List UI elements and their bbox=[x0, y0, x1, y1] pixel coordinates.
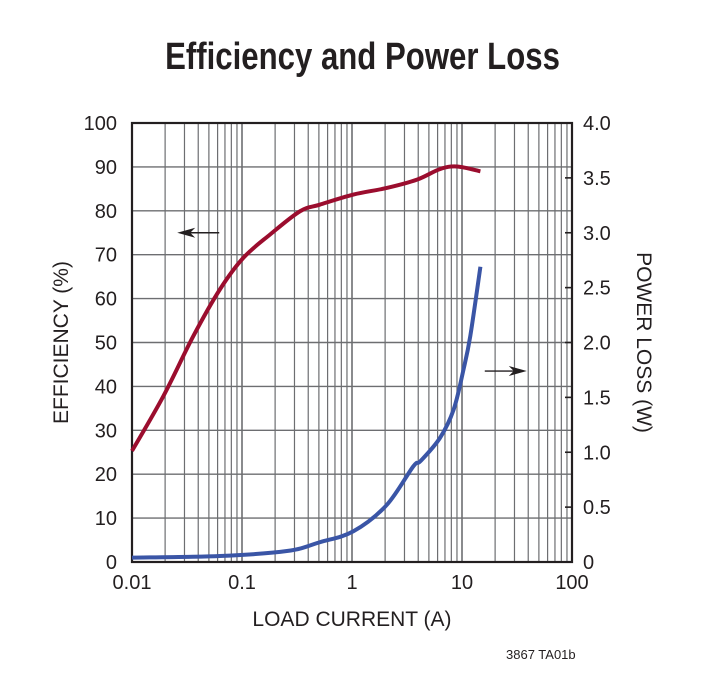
y-tick-label: 40 bbox=[95, 376, 117, 398]
y2-tick-label: 2.0 bbox=[583, 333, 611, 355]
figure-id: 3867 TA01b bbox=[506, 647, 576, 662]
arrowhead-icon bbox=[508, 366, 527, 377]
y-tick-label: 90 bbox=[95, 157, 117, 179]
power-loss-curve bbox=[131, 266, 483, 560]
chart-title: Efficiency and Power Loss bbox=[165, 36, 560, 78]
y2-tick-label: 1.0 bbox=[583, 442, 611, 464]
y-axis-label: EFFICIENCY (%) bbox=[50, 261, 73, 424]
y2-tick-label: 4.0 bbox=[583, 113, 611, 135]
y2-tick-label: 3.0 bbox=[583, 223, 611, 245]
x-tick-label: 10 bbox=[451, 572, 473, 594]
y2-tick-label: 0.5 bbox=[583, 497, 611, 519]
x-tick-label: 100 bbox=[555, 572, 588, 594]
y2-tick-label: 0 bbox=[583, 552, 594, 574]
x-tick-label: 1 bbox=[346, 572, 357, 594]
y-tick-label: 0 bbox=[106, 552, 117, 574]
efficiency-curve bbox=[130, 164, 481, 452]
x-tick-label: 0.01 bbox=[113, 572, 152, 594]
y2-tick-label: 1.5 bbox=[583, 387, 611, 409]
arrowhead-icon bbox=[177, 227, 196, 238]
x-axis-label: LOAD CURRENT (A) bbox=[252, 608, 451, 631]
y-tick-label: 80 bbox=[95, 201, 117, 223]
y-tick-label: 50 bbox=[95, 333, 117, 355]
y-tick-label: 10 bbox=[95, 508, 117, 530]
y-tick-label: 20 bbox=[95, 464, 117, 486]
y2-tick-label: 3.5 bbox=[583, 168, 611, 190]
y2-tick-label: 2.5 bbox=[583, 278, 611, 300]
y-tick-label: 60 bbox=[95, 289, 117, 311]
y-tick-label: 70 bbox=[95, 245, 117, 267]
y2-axis-label: POWER LOSS (W) bbox=[632, 252, 655, 433]
x-tick-label: 0.1 bbox=[228, 572, 256, 594]
y-tick-label: 100 bbox=[84, 113, 117, 135]
y-tick-label: 30 bbox=[95, 420, 117, 442]
